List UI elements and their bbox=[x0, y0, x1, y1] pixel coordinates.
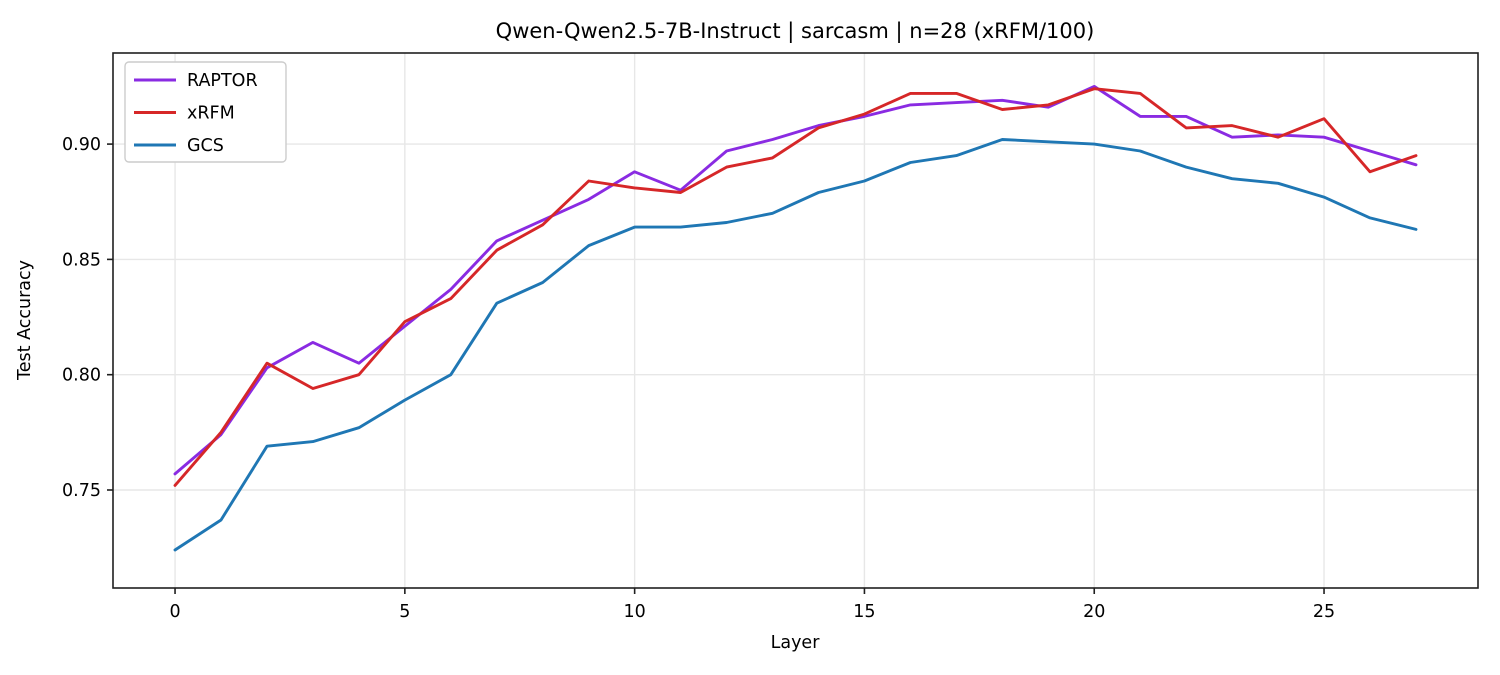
legend-box bbox=[124, 61, 287, 163]
plot-border bbox=[112, 52, 1479, 589]
x-tick-label: 20 bbox=[1083, 602, 1105, 622]
x-axis-label: Layer bbox=[771, 633, 821, 653]
y-tick-label: 0.80 bbox=[62, 366, 101, 386]
y-tick-label: 0.90 bbox=[62, 135, 101, 155]
series-lines bbox=[173, 84, 1418, 552]
x-tick-label: 10 bbox=[624, 602, 646, 622]
y-axis-label: Test Accuracy bbox=[15, 260, 35, 381]
axis-ticks: 0 5 10 15 20 25 0.75 0.80 0.85 0.90 bbox=[62, 135, 1335, 622]
x-tick-label: 0 bbox=[169, 602, 180, 622]
legend: RAPTOR xRFM GCS bbox=[124, 61, 287, 163]
legend-label-raptor: RAPTOR bbox=[187, 71, 258, 91]
x-tick-label: 15 bbox=[853, 602, 875, 622]
x-tick-label: 5 bbox=[399, 602, 410, 622]
legend-label-xrfm: xRFM bbox=[187, 104, 235, 124]
series-line-gcs bbox=[173, 138, 1418, 552]
y-tick-label: 0.85 bbox=[62, 250, 101, 270]
legend-label-gcs: GCS bbox=[187, 136, 224, 156]
gridlines bbox=[113, 53, 1478, 588]
series-line-xrfm bbox=[173, 87, 1418, 487]
y-tick-label: 0.75 bbox=[62, 481, 101, 501]
x-tick-label: 25 bbox=[1313, 602, 1335, 622]
chart-title: Qwen-Qwen2.5-7B-Instruct | sarcasm | n=2… bbox=[496, 19, 1095, 44]
